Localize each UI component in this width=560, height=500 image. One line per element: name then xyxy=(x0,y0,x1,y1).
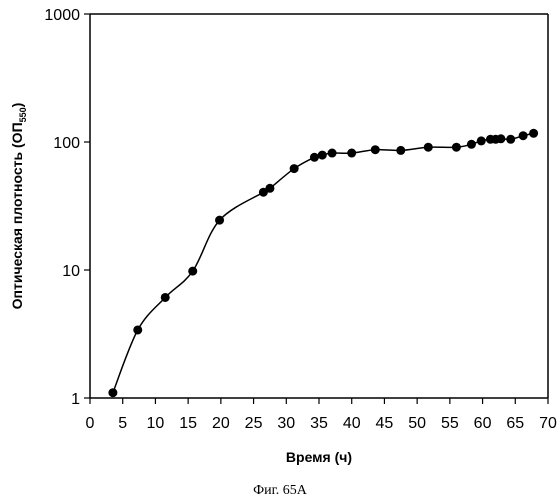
data-point xyxy=(467,140,476,149)
data-point xyxy=(318,151,327,160)
series-markers xyxy=(108,129,538,397)
data-point xyxy=(452,143,461,152)
data-point xyxy=(506,135,515,144)
figure-caption: Фиг. 65А xyxy=(253,483,308,498)
x-tick-label: 5 xyxy=(118,415,127,432)
data-point xyxy=(133,325,142,334)
data-point xyxy=(347,149,356,158)
data-point xyxy=(265,184,274,193)
x-axis-ticks: 0 5 10 15 20 25 30 35 40 45 50 55 60 65 70 xyxy=(86,398,557,432)
x-tick-label: 15 xyxy=(179,415,197,432)
y-axis-title-subscript: 550 xyxy=(18,107,28,122)
x-tick-label: 70 xyxy=(539,415,557,432)
y-axis-title-main: Оптическая плотность (ОП xyxy=(9,122,25,309)
x-tick-label: 65 xyxy=(506,415,524,432)
data-point xyxy=(310,153,319,162)
x-tick-label: 20 xyxy=(212,415,230,432)
x-tick-label: 55 xyxy=(441,415,459,432)
data-point xyxy=(328,149,337,158)
x-tick-label: 35 xyxy=(310,415,328,432)
y-axis-title: Оптическая плотность (ОП550) xyxy=(9,103,28,310)
data-point xyxy=(529,129,538,138)
y-axis-ticks: 1 10 100 1000 xyxy=(44,7,90,408)
data-point xyxy=(477,136,486,145)
x-axis-title: Время (ч) xyxy=(286,449,352,465)
y-tick-label: 1000 xyxy=(44,7,80,24)
y-tick-label: 10 xyxy=(62,263,80,280)
data-point xyxy=(519,131,528,140)
y-tick-label: 1 xyxy=(71,391,80,408)
x-tick-label: 25 xyxy=(245,415,263,432)
data-point xyxy=(424,143,433,152)
data-point xyxy=(371,145,380,154)
x-tick-label: 0 xyxy=(86,415,95,432)
data-point xyxy=(215,216,224,225)
y-axis-title-close: ) xyxy=(9,103,25,108)
data-point xyxy=(108,388,117,397)
x-tick-label: 45 xyxy=(376,415,394,432)
data-point xyxy=(161,293,170,302)
data-point xyxy=(290,164,299,173)
x-tick-label: 60 xyxy=(474,415,492,432)
data-point xyxy=(496,134,505,143)
series-line xyxy=(113,133,534,392)
data-point xyxy=(188,267,197,276)
x-tick-label: 30 xyxy=(277,415,295,432)
y-tick-label: 100 xyxy=(53,135,80,152)
data-point xyxy=(396,146,405,155)
x-tick-label: 50 xyxy=(408,415,426,432)
plot-frame xyxy=(90,14,548,398)
x-tick-label: 40 xyxy=(343,415,361,432)
x-tick-label: 10 xyxy=(147,415,165,432)
